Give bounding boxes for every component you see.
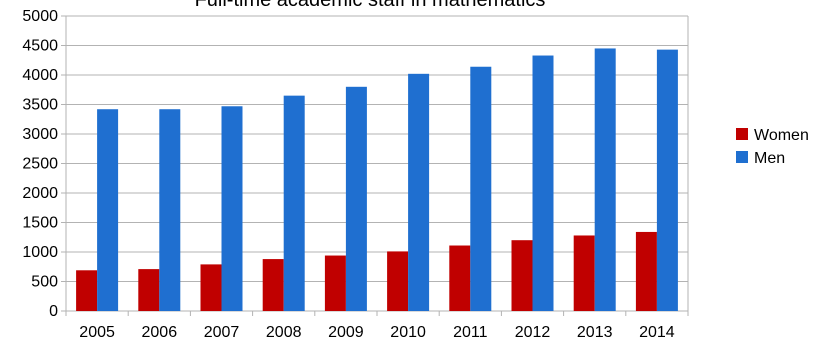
x-tick-label: 2005	[79, 324, 115, 341]
bar-men-2008	[283, 95, 305, 312]
bar-men-2012	[532, 55, 554, 311]
y-tick-label: 1000	[22, 244, 58, 261]
bar-women-2006	[138, 269, 160, 311]
x-tick-label: 2006	[142, 324, 178, 341]
bar-men-2014	[656, 49, 678, 311]
x-axis: 2005 2006 2007 2008 2009 2010 2011 2012 2013 2014	[65, 310, 689, 341]
bar-men-2011	[470, 66, 492, 312]
legend: Women Men	[736, 127, 809, 167]
bar-women-2005	[76, 270, 98, 311]
x-tick-label: 2013	[577, 324, 613, 341]
chart-title: Full-time academic staff in mathematics	[195, 0, 546, 11]
y-tick-label: 2000	[22, 185, 58, 202]
bar-women-2013	[573, 235, 595, 311]
y-tick-label: 4000	[22, 67, 58, 84]
x-tick-label: 2014	[639, 324, 675, 341]
y-tick-label: 4500	[22, 38, 58, 55]
y-tick-label: 0	[49, 303, 58, 320]
y-tick-label: 3500	[22, 97, 58, 114]
bar-women-2014	[635, 231, 657, 311]
legend-label-men: Men	[754, 150, 785, 167]
bar-men-2005	[97, 109, 119, 311]
bar-men-2007	[221, 106, 243, 312]
bar-women-2007	[200, 264, 222, 311]
legend-label-women: Women	[754, 127, 809, 144]
bars	[76, 48, 678, 312]
x-tick-label: 2011	[453, 324, 488, 341]
bar-women-2011	[449, 245, 471, 311]
x-tick-label: 2012	[515, 324, 551, 341]
y-tick-label: 5000	[22, 8, 58, 25]
x-tick-label: 2008	[266, 324, 302, 341]
y-tick-label: 1500	[22, 215, 58, 232]
legend-swatch-men	[736, 151, 748, 163]
y-tick-label: 2500	[22, 156, 58, 173]
bar-women-2008	[262, 259, 284, 311]
legend-swatch-women	[736, 128, 748, 140]
x-tick-label: 2010	[390, 324, 426, 341]
bar-men-2013	[594, 48, 616, 311]
bar-men-2009	[345, 86, 367, 311]
y-tick-label: 3000	[22, 126, 58, 143]
y-tick-label: 500	[31, 274, 58, 291]
bar-women-2009	[324, 255, 346, 311]
y-axis: 0 500 1000 1500 2000 2500 3000 3500 4000 4500 5000	[22, 8, 66, 320]
x-tick-label: 2007	[204, 324, 240, 341]
bar-women-2012	[511, 240, 533, 311]
x-tick-label: 2009	[328, 324, 364, 341]
bar-women-2010	[387, 251, 409, 311]
bar-men-2010	[408, 73, 430, 311]
bar-men-2006	[159, 109, 181, 311]
